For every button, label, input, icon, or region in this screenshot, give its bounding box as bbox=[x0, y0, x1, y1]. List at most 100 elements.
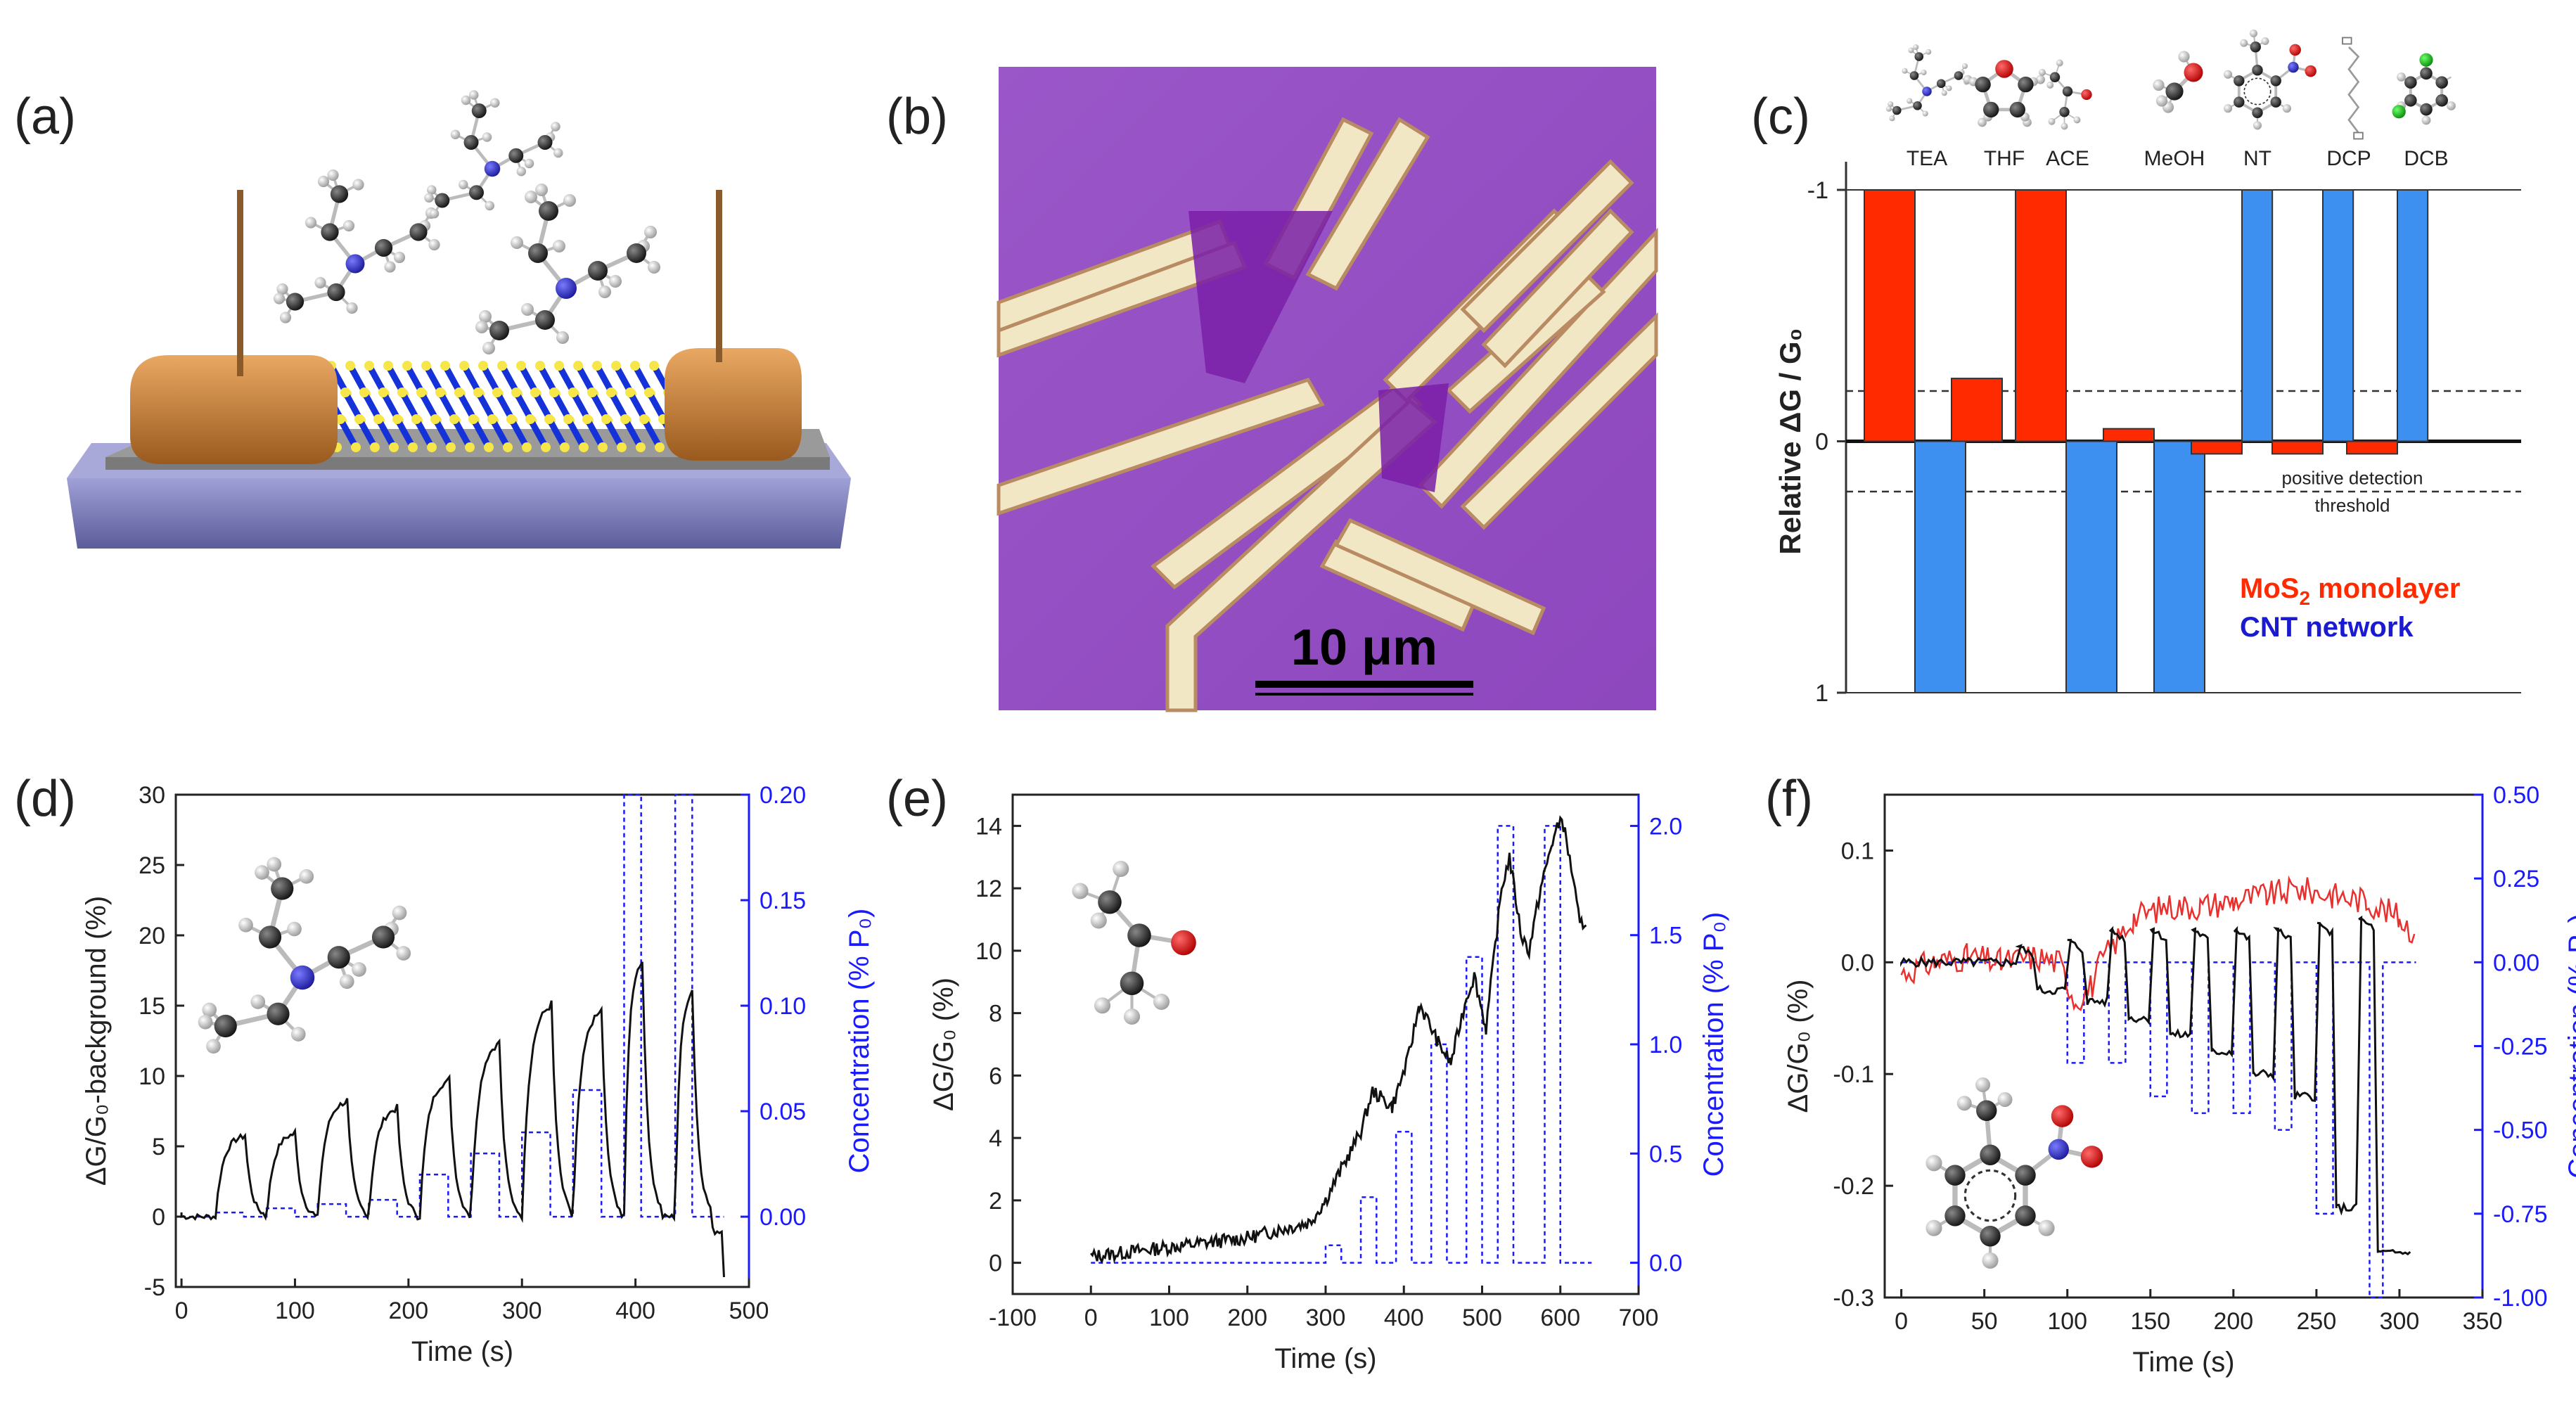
carbon-atom bbox=[2252, 65, 2263, 76]
hydrogen-atom bbox=[556, 331, 569, 344]
sulfur-atom bbox=[541, 442, 551, 452]
hydrogen-atom bbox=[609, 275, 622, 288]
hydrogen-atom bbox=[305, 217, 317, 229]
sulfur-atom bbox=[525, 414, 535, 424]
sulfur-atom bbox=[397, 387, 407, 397]
hydrogen-atom bbox=[327, 169, 339, 181]
hydrogen-atom bbox=[475, 321, 488, 333]
ytick-label: 4 bbox=[989, 1125, 1002, 1152]
carbon-atom bbox=[371, 925, 395, 949]
molecule-row bbox=[1885, 30, 2456, 140]
y2-axis-title: Concentration (% P₀) bbox=[1698, 912, 1729, 1177]
molecule-label-ace: ACE bbox=[2046, 147, 2089, 170]
bar-mos2-dcp bbox=[2271, 440, 2324, 455]
hydrogen-atom bbox=[342, 219, 355, 232]
hydrogen-atom bbox=[352, 179, 364, 191]
hydrogen-atom bbox=[2073, 116, 2081, 124]
sulfur-atom bbox=[630, 361, 640, 371]
mos2-bond bbox=[546, 417, 568, 449]
hydrogen-atom bbox=[198, 1014, 213, 1030]
hydrogen-atom bbox=[1090, 912, 1107, 929]
x-axis-title: Time (s) bbox=[1274, 1343, 1376, 1374]
sulfur-atom bbox=[636, 442, 646, 452]
carbon-atom bbox=[2009, 101, 2026, 118]
acetone-molecule-icon bbox=[1072, 860, 1196, 1025]
thf-molecule-icon bbox=[1963, 60, 2045, 127]
carbon-atom bbox=[1098, 890, 1122, 914]
hydrogen-atom bbox=[2397, 72, 2406, 82]
carbon-atom bbox=[2018, 76, 2034, 93]
carbon-atom bbox=[271, 877, 294, 900]
sulfur-atom bbox=[582, 414, 592, 424]
hydrogen-atom bbox=[1885, 105, 1892, 112]
ytick-label: -0.1 bbox=[1833, 1061, 1874, 1088]
hydrogen-atom bbox=[1982, 1252, 1999, 1269]
tea-molecule-icon bbox=[198, 857, 411, 1054]
carbon-atom bbox=[267, 1002, 290, 1025]
mos2-flake-small bbox=[1378, 383, 1449, 492]
mos2-bond bbox=[338, 417, 359, 449]
carbon-atom bbox=[489, 321, 509, 340]
y2-axis-title: Concentration (% P₀) bbox=[844, 909, 875, 1174]
chart-e: -100 0 100 200 300 400 500 600 700 0 2 4 6 8 10 12 14 0.0… bbox=[928, 793, 1729, 1374]
sulfur-atom bbox=[606, 387, 616, 397]
concentration-series bbox=[1091, 825, 1592, 1264]
molecule-label-dcp: DCP bbox=[2326, 147, 2371, 170]
carbon-atom bbox=[2049, 72, 2061, 82]
hydrogen-atom bbox=[450, 129, 461, 139]
sulfur-atom bbox=[345, 361, 355, 371]
hydrogen-atom bbox=[2240, 39, 2248, 47]
sulfur-atom bbox=[402, 361, 412, 371]
nitrogen-atom bbox=[556, 278, 577, 299]
carbon-atom bbox=[2404, 76, 2417, 89]
sulfur-atom bbox=[359, 387, 369, 397]
xtick-label: 0 bbox=[175, 1298, 188, 1324]
sulfur-atom bbox=[530, 387, 540, 397]
hydrogen-atom bbox=[2250, 30, 2257, 37]
carbon-atom bbox=[1936, 79, 1946, 89]
hydrogen-atom bbox=[424, 193, 434, 203]
hydrogen-atom bbox=[396, 946, 411, 961]
dcb-molecule-icon bbox=[2392, 53, 2456, 125]
mos2-bond bbox=[641, 417, 662, 449]
sulfur-atom bbox=[511, 387, 521, 397]
y2tick-label: 0.5 bbox=[1649, 1141, 1682, 1167]
carbon-atom bbox=[409, 223, 428, 241]
hydrogen-atom bbox=[1113, 860, 1129, 878]
mos2-bond bbox=[470, 417, 492, 449]
nitrogen-atom bbox=[2048, 1139, 2069, 1160]
mos2-bond bbox=[489, 417, 511, 449]
y-axis-title: ΔG/G₀ (%) bbox=[928, 978, 959, 1111]
sulfur-atom bbox=[473, 387, 483, 397]
mos2-bond bbox=[508, 417, 530, 449]
hydrogen-atom bbox=[1072, 883, 1089, 899]
carbon-atom bbox=[321, 223, 339, 241]
y2-axis-title: Concentration (% P₀) bbox=[2563, 914, 2576, 1179]
panel-label-a: (a) bbox=[14, 89, 76, 145]
sulfur-atom bbox=[340, 387, 350, 397]
hydrogen-atom bbox=[250, 994, 266, 1009]
sulfur-atom bbox=[411, 414, 421, 424]
chart-d-plot bbox=[180, 793, 725, 1278]
ytick-label: 12 bbox=[975, 876, 1002, 902]
hydrogen-atom bbox=[485, 200, 494, 211]
sulfur-atom bbox=[649, 361, 659, 371]
nitrogen-atom bbox=[2288, 61, 2299, 73]
mos2-flake-triangle bbox=[1188, 211, 1333, 383]
molecule-label-nt: NT bbox=[2243, 147, 2271, 170]
sulfur-atom bbox=[639, 414, 649, 424]
carbon-atom bbox=[1909, 71, 1919, 80]
legend-mos2-text: MoS bbox=[2240, 573, 2299, 604]
sulfur-atom bbox=[416, 387, 426, 397]
hydrogen-atom bbox=[287, 921, 302, 937]
tea-molecule-icon bbox=[424, 90, 563, 219]
nitrogen-atom bbox=[290, 965, 315, 990]
hydrogen-atom bbox=[290, 1027, 306, 1042]
hydrogen-atom bbox=[521, 303, 534, 316]
oxygen-atom bbox=[2051, 1105, 2074, 1127]
carbon-atom bbox=[2252, 107, 2263, 118]
carbon-atom bbox=[2435, 76, 2448, 89]
sulfur-atom bbox=[655, 442, 665, 452]
y2tick-label: 0.25 bbox=[2493, 866, 2539, 892]
